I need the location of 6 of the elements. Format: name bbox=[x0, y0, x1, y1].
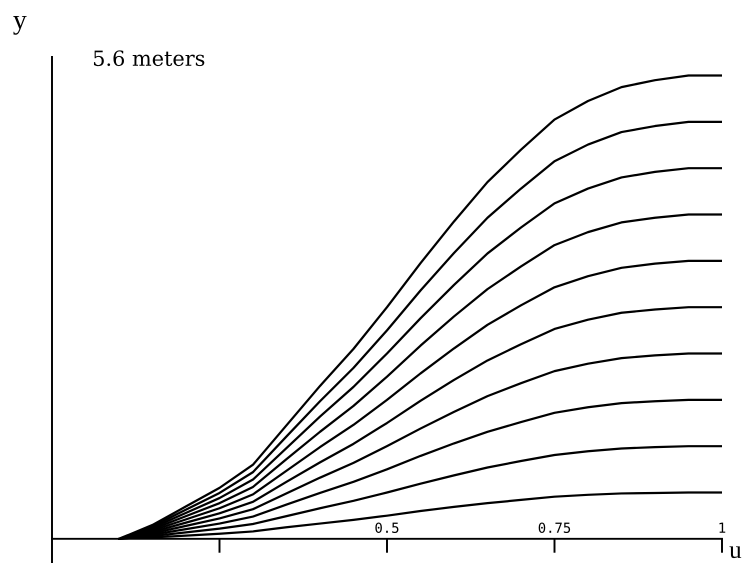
x-tick-label: 1 bbox=[719, 522, 726, 533]
y-axis-title: y bbox=[13, 16, 27, 35]
text: 5.6 meters bbox=[94, 50, 204, 66]
x-tick-label: 0.75 bbox=[538, 522, 570, 533]
x-axis-title: u bbox=[729, 546, 742, 558]
x-tick-label: 0.5 bbox=[375, 522, 398, 533]
